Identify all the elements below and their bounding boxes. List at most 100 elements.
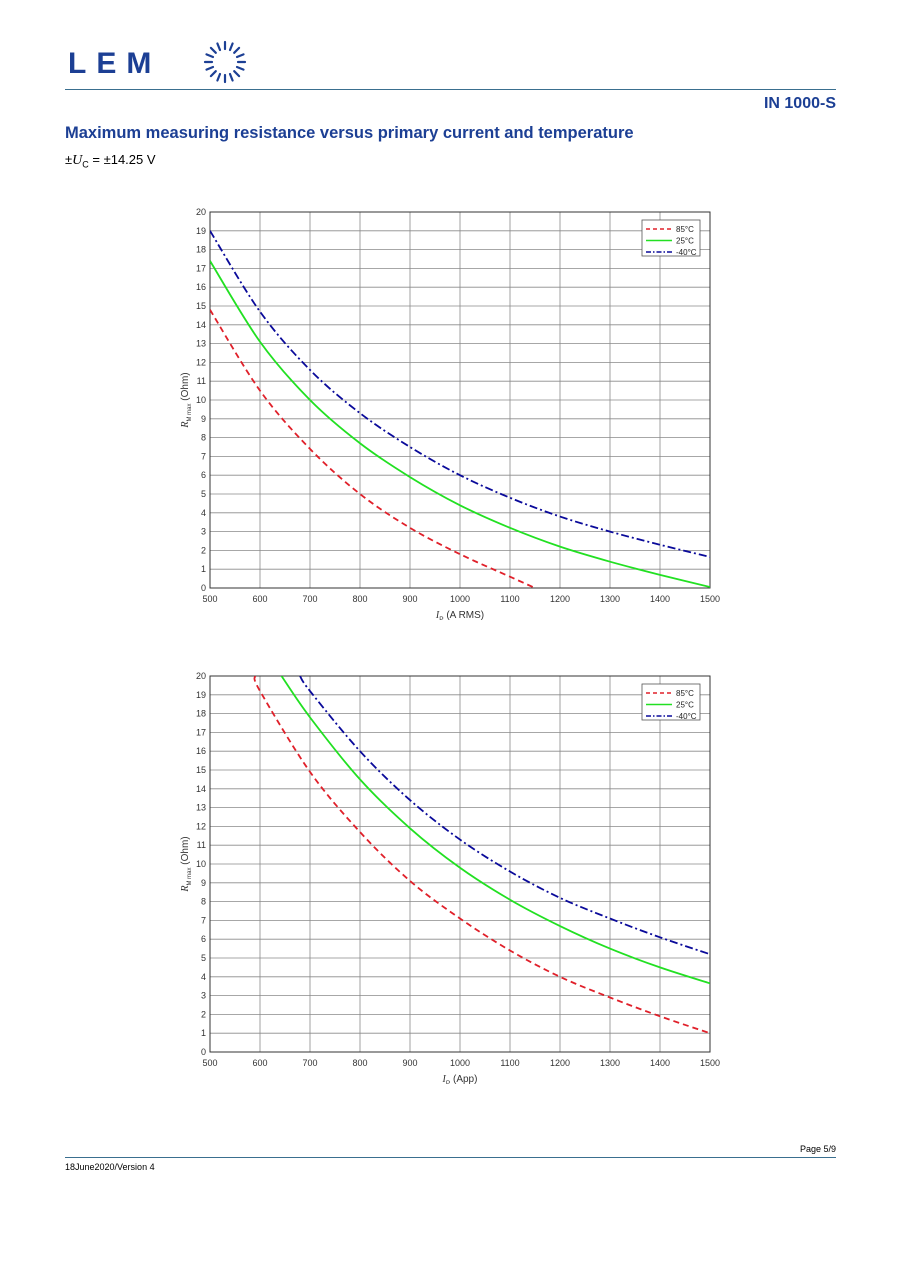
x-tick-label: 500: [202, 594, 217, 604]
y-tick-label: 18: [196, 245, 206, 255]
y-axis-label: RM max (Ohm): [180, 372, 193, 428]
y-tick-label: 0: [201, 1047, 206, 1057]
x-axis-unit: (App): [450, 1074, 477, 1084]
x-tick-label: 1500: [700, 1058, 720, 1068]
document-id: IN 1000-S: [763, 95, 836, 112]
logo-text: LEM: [68, 47, 161, 80]
y-tick-label: 20: [196, 671, 206, 681]
y-tick-label: 4: [201, 972, 206, 982]
y-tick-label: 6: [201, 470, 206, 480]
x-tick-label: 1200: [550, 1058, 570, 1068]
x-tick-label: 1300: [600, 594, 620, 604]
x-tick-label: 1100: [500, 1058, 519, 1068]
x-axis-unit: (A RMS): [444, 610, 485, 620]
x-tick-label: 700: [302, 1058, 317, 1068]
y-tick-label: 14: [196, 784, 206, 794]
x-tick-label: 1200: [550, 594, 570, 604]
x-tick-label: 800: [352, 1058, 367, 1068]
y-tick-label: 12: [196, 357, 206, 367]
y-axis-unit: (Ohm): [180, 372, 191, 403]
x-tick-label: 1000: [450, 594, 470, 604]
legend: 85°C 25°C -40°C: [641, 683, 701, 721]
grid: [209, 675, 711, 1053]
legend-label: 25°C: [676, 701, 694, 710]
x-tick-label: 700: [302, 594, 317, 604]
y-tick-label: 17: [196, 727, 206, 737]
y-tick-label: 11: [197, 376, 206, 386]
x-tick-label: 1500: [700, 594, 720, 604]
x-axis-subscript: P: [439, 616, 443, 620]
x-tick-label: 1000: [450, 1058, 470, 1068]
y-tick-label: 18: [196, 709, 206, 719]
legend-label: -40°C: [676, 248, 697, 257]
supply-subscript: C: [82, 159, 89, 170]
document-version: 18June2020/Version 4: [65, 1162, 155, 1172]
y-tick-label: 13: [196, 339, 206, 349]
chart-rms: 500 600 700 800 900 1000 1100 1200 1300 1400 1500 0…: [180, 207, 720, 620]
y-tick-label: 2: [201, 1009, 206, 1019]
series-line-1: [280, 676, 710, 985]
legend-label: 25°C: [676, 237, 694, 246]
series-line-2: [299, 676, 710, 956]
y-tick-label: 0: [201, 583, 206, 593]
y-tick-label: 17: [196, 263, 206, 273]
x-tick-label: 900: [402, 594, 417, 604]
y-tick-label: 8: [201, 433, 206, 443]
y-tick-label: 10: [196, 395, 206, 405]
x-tick-label: 800: [352, 594, 367, 604]
y-tick-label: 10: [196, 859, 206, 869]
lem-logo: LEM: [68, 40, 247, 84]
x-axis-label: IP (A RMS): [435, 610, 484, 620]
y-tick-label: 7: [201, 915, 206, 925]
legend-label: -40°C: [676, 712, 697, 721]
sun-icon: [203, 40, 247, 84]
y-tick-label: 8: [201, 897, 206, 907]
y-tick-label: 6: [201, 934, 206, 944]
y-tick-label: 3: [201, 991, 206, 1001]
y-tick-label: 1: [201, 564, 206, 574]
x-axis-subscript: P: [446, 1080, 450, 1084]
grid: [209, 211, 711, 589]
y-tick-label: 19: [196, 690, 206, 700]
y-tick-label: 2: [201, 545, 206, 555]
series-line-1: [210, 260, 710, 588]
legend-label: 85°C: [676, 689, 694, 698]
y-tick-label: 14: [196, 320, 206, 330]
series-group: [253, 676, 710, 1035]
series-line-0: [253, 676, 710, 1035]
y-tick-label: 13: [196, 803, 206, 813]
y-axis-symbol: R: [180, 886, 191, 893]
supply-symbol: U: [72, 153, 83, 168]
y-tick-label: 11: [197, 840, 206, 850]
supply-value: = ±14.25 V: [88, 152, 156, 167]
y-tick-label: 9: [201, 878, 206, 888]
x-tick-label: 1400: [650, 594, 670, 604]
x-axis-symbol: I: [435, 610, 440, 620]
x-axis-label: IP (App): [442, 1074, 478, 1084]
page-number: Page 5/9: [799, 1144, 836, 1154]
y-tick-label: 7: [201, 451, 206, 461]
x-tick-label: 500: [202, 1058, 217, 1068]
y-tick-label: 16: [196, 282, 206, 292]
plot-frame: [209, 211, 711, 589]
y-tick-label: 15: [196, 301, 206, 311]
plot-frame: [209, 675, 711, 1053]
footer-divider: [65, 1157, 836, 1158]
y-tick-label: 4: [201, 508, 206, 518]
chart-peak: 500 600 700 800 900 1000 1100 1200 1300 1400 1500 0…: [180, 671, 720, 1084]
x-tick-label: 900: [402, 1058, 417, 1068]
x-tick-label: 600: [252, 1058, 267, 1068]
y-tick-label: 12: [196, 821, 206, 831]
y-tick-label: 16: [196, 746, 206, 756]
y-tick-label: 15: [196, 765, 206, 775]
series-line-0: [210, 309, 536, 588]
y-tick-label: 19: [196, 226, 206, 236]
y-tick-label: 5: [201, 489, 206, 499]
x-axis-symbol: I: [442, 1074, 447, 1084]
x-tick-label: 1400: [650, 1058, 670, 1068]
y-tick-label: 1: [201, 1028, 206, 1038]
supply-voltage: ±UC = ±14.25 V: [65, 152, 156, 170]
section-title: Maximum measuring resistance versus prim…: [65, 124, 634, 142]
series-line-2: [210, 230, 710, 558]
legend-label: 85°C: [676, 225, 694, 234]
